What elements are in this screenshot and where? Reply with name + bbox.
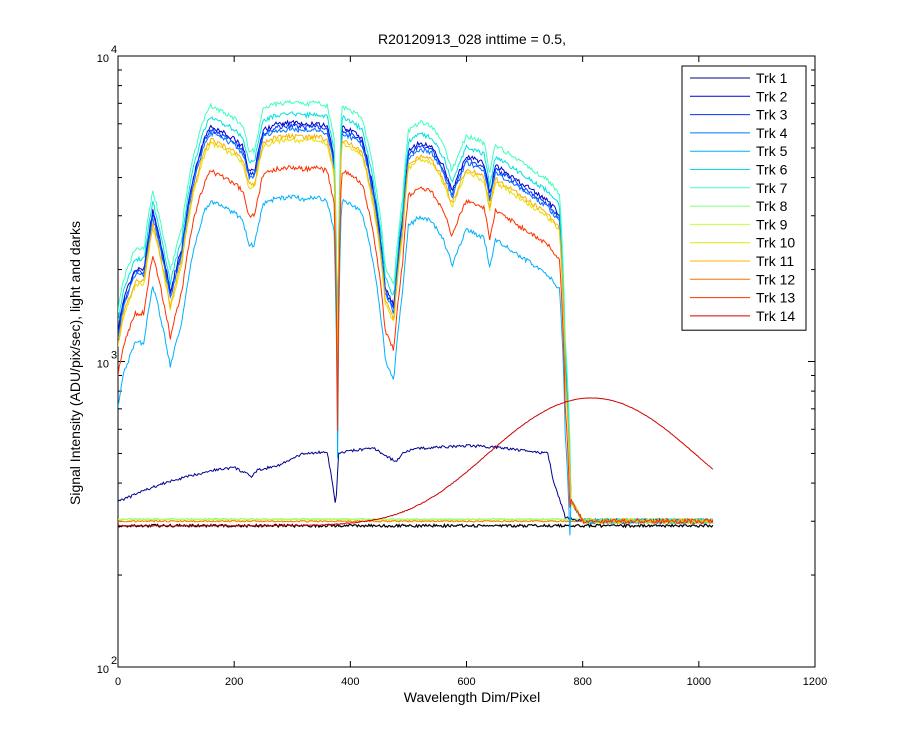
x-tick-label: 1000: [687, 676, 711, 688]
x-axis-label: Wavelength Dim/Pixel: [404, 689, 540, 705]
legend-label: Trk 13: [756, 290, 795, 306]
legend-label: Trk 1: [756, 70, 788, 86]
legend-label: Trk 11: [756, 253, 794, 269]
legend-label: Trk 8: [756, 198, 788, 214]
series-line-trk-14: [118, 397, 714, 527]
y-tick-label: 104: [97, 44, 117, 65]
legend-label: Trk 14: [756, 308, 795, 324]
x-tick-label: 1200: [803, 676, 827, 688]
legend-label: Trk 2: [756, 88, 788, 104]
legend-label: Trk 6: [756, 162, 788, 178]
x-tick-label: 600: [457, 676, 475, 688]
legend-box: [681, 65, 807, 331]
x-tick-label: 800: [573, 676, 591, 688]
legend-label: Trk 5: [756, 143, 788, 159]
chart-title: R20120913_028 inttime = 0.5,: [378, 31, 566, 47]
y-tick-label: 103: [97, 350, 117, 371]
y-tick-exponent: 2: [111, 655, 117, 667]
legend-label: Trk 10: [756, 235, 795, 251]
y-tick-base: 10: [97, 359, 109, 371]
y-tick-base: 10: [97, 53, 109, 65]
y-tick-exponent: 3: [111, 350, 117, 362]
y-tick-exponent: 4: [111, 44, 117, 56]
y-tick-base: 10: [97, 664, 109, 676]
legend: Trk 1 Trk 2 Trk 3 Trk 4 Trk 5 Trk 6 Trk 7 Trk 8…: [681, 65, 807, 331]
x-tick-label: 400: [341, 676, 359, 688]
x-tick-label: 0: [115, 676, 121, 688]
legend-label: Trk 7: [756, 180, 788, 196]
series-line-trk-11: [118, 132, 714, 525]
legend-label: Trk 9: [756, 216, 788, 232]
y-axis-label: Signal Intensity (ADU/pix/sec), light an…: [67, 221, 83, 505]
legend-label: Trk 12: [756, 271, 795, 287]
y-tick-label: 102: [97, 655, 117, 676]
legend-label: Trk 3: [756, 107, 788, 123]
series-line-trk-13: [118, 164, 714, 525]
x-tick-label: 200: [225, 676, 243, 688]
legend-label: Trk 4: [756, 125, 788, 141]
